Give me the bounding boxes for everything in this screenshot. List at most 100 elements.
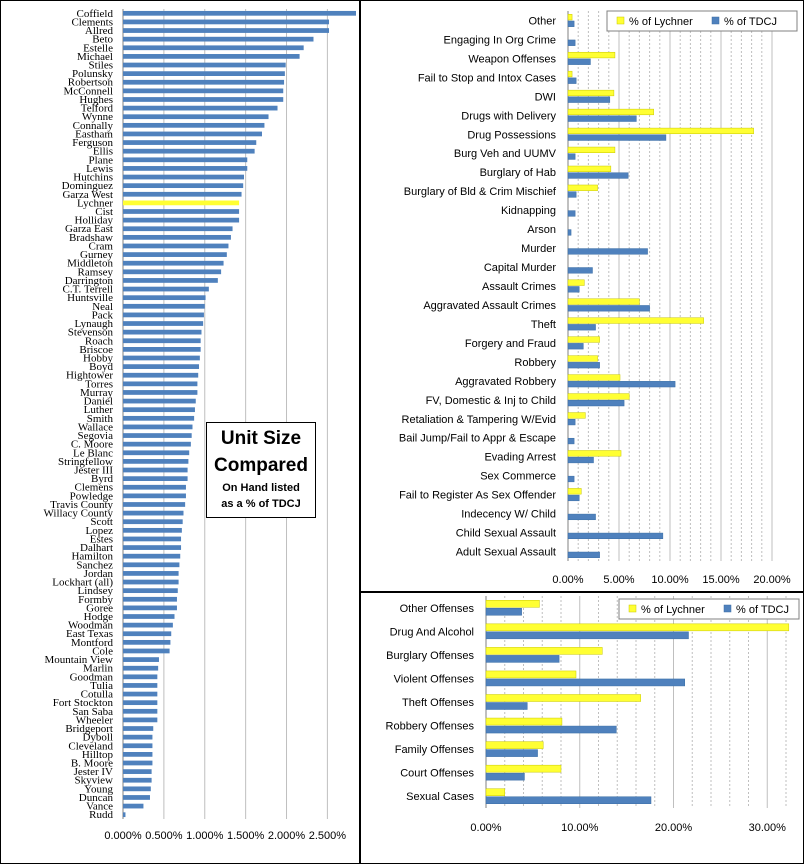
bar-robertson (123, 79, 285, 85)
y-tick-label: Coffield (77, 8, 114, 20)
bar-dwi-tdcj (567, 96, 611, 103)
y-tick-label: Marlin (83, 663, 113, 675)
bar-child-sexual-assault-tdcj (567, 532, 664, 539)
bar-bradshaw (123, 234, 231, 240)
bar-vance (123, 803, 144, 809)
y-tick-label: FV, Domestic & Inj to Child (426, 395, 556, 407)
bar-hughes (123, 97, 284, 102)
y-tick-label: Lindsey (78, 585, 114, 597)
bar-ellis (123, 148, 255, 154)
bar-drug-possessions-tdcj (567, 134, 667, 141)
y-tick-label: Other Offenses (400, 603, 475, 615)
bar-smith (123, 415, 195, 421)
y-tick-label: Forgery and Fraud (465, 338, 556, 350)
y-tick-label: Luther (84, 404, 114, 416)
bar-dyboll (123, 734, 153, 740)
y-tick-label: Assault Crimes (482, 281, 556, 293)
bar-lewis (123, 166, 248, 171)
legend-label: % of TDCJ (736, 604, 789, 616)
legend-swatch (616, 16, 625, 25)
bar-connally (123, 122, 265, 128)
bar-rudd (123, 812, 126, 818)
bar-woodman (123, 622, 173, 628)
y-tick-label: Segovia (78, 430, 114, 442)
bar-fail-to-register-as-sex-offender-lychner (567, 488, 582, 495)
y-tick-label: Hutchins (73, 172, 113, 184)
y-tick-label: Connally (73, 120, 114, 132)
bar-drug-and-alcohol-tdcj (485, 631, 689, 640)
x-tick-label: 5.00% (603, 574, 634, 586)
bar-beto (123, 36, 314, 42)
bar-violent-offenses-lychner (485, 670, 577, 679)
y-tick-label: Court Offenses (400, 768, 474, 780)
annotation-line-2: Compared (214, 455, 308, 476)
bar-torres (123, 381, 198, 387)
y-tick-label: Retaliation & Tampering W/Evid (402, 414, 556, 426)
bar-assault-crimes-tdcj (567, 286, 580, 293)
annotation-line-1: Unit Size (220, 428, 302, 449)
bar-other-offenses-lychner (485, 600, 540, 608)
y-tick-label: Drug Possessions (467, 129, 556, 141)
y-tick-label: Roach (85, 335, 114, 347)
x-tick-label: 15.00% (702, 574, 740, 586)
bar-luther (123, 407, 195, 413)
x-tick-label: 0.00% (552, 574, 583, 586)
y-tick-label: B. Moore (71, 757, 113, 769)
bar-clements (123, 19, 330, 25)
bar-willacy-county (123, 510, 184, 516)
bar-estes (123, 536, 182, 542)
y-tick-label: Burglary Offenses (386, 650, 474, 662)
bar-weapon-offenses-lychner (567, 51, 616, 59)
y-tick-label: Le Blanc (73, 447, 113, 459)
bar-telford (123, 105, 278, 111)
bar-mcconnell (123, 88, 284, 94)
x-tick-label: 10.00% (651, 574, 689, 586)
bar-briscoe (123, 347, 201, 352)
y-tick-label: Cleveland (68, 740, 113, 752)
bar-court-offenses-tdcj (485, 772, 525, 781)
bar-burglary-of-bld-crim-mischief-lychner (567, 184, 598, 191)
bar-goodman (123, 674, 158, 680)
y-tick-label: Garza East (65, 223, 113, 235)
y-tick-label: Cole (92, 645, 113, 657)
y-tick-label: Murder (521, 243, 556, 255)
bar-burg-veh-and-uumv-tdcj (567, 153, 576, 160)
y-tick-label: DWI (535, 91, 556, 103)
y-tick-label: Other (528, 15, 556, 27)
y-tick-label: Neal (92, 301, 113, 313)
bar-drug-and-alcohol-lychner (485, 623, 790, 632)
bar-dominguez (123, 183, 244, 189)
bar-hobby (123, 355, 200, 361)
bar-east-texas (123, 631, 172, 637)
bar-fail-to-register-as-sex-offender-tdcj (567, 494, 580, 502)
bar-murder-tdcj (567, 248, 648, 255)
y-tick-label: Wallace (78, 421, 113, 433)
bar-retaliation-tampering-w-evid-tdcj (567, 419, 576, 426)
y-tick-label: Cram (89, 240, 114, 252)
annotation-line-4: as a % of TDCJ (221, 498, 301, 510)
y-tick-label: Fort Stockton (53, 697, 114, 709)
bar-hilltop (123, 752, 153, 757)
bar-other-lychner (567, 14, 573, 21)
bar-burglary-of-hab-lychner (567, 165, 612, 172)
y-tick-label: Lewis (86, 163, 113, 175)
y-tick-label: Burg Veh and UUMV (454, 148, 557, 160)
bar-wallace (123, 424, 193, 430)
y-tick-label: Telford (81, 103, 114, 115)
bar-c-moore (123, 441, 191, 447)
y-tick-label: Formby (78, 594, 113, 606)
bar-middleton (123, 260, 224, 266)
bar-aggravated-robbery-tdcj (567, 381, 676, 388)
bar-arson-tdcj (567, 229, 572, 236)
y-tick-label: Byrd (91, 473, 114, 485)
bar-drug-possessions-lychner (567, 127, 754, 135)
bar-roach (123, 338, 201, 344)
y-tick-label: Garza West (62, 189, 113, 201)
y-tick-label: Sanchez (76, 559, 113, 571)
bar-stevenson (123, 329, 202, 335)
x-tick-label: 0.000% (104, 830, 142, 842)
y-tick-label: Rudd (89, 809, 113, 821)
bar-theft-offenses-lychner (485, 694, 641, 702)
bar-b-moore (123, 760, 153, 766)
annotation-line-3: On Hand listed (222, 482, 300, 494)
